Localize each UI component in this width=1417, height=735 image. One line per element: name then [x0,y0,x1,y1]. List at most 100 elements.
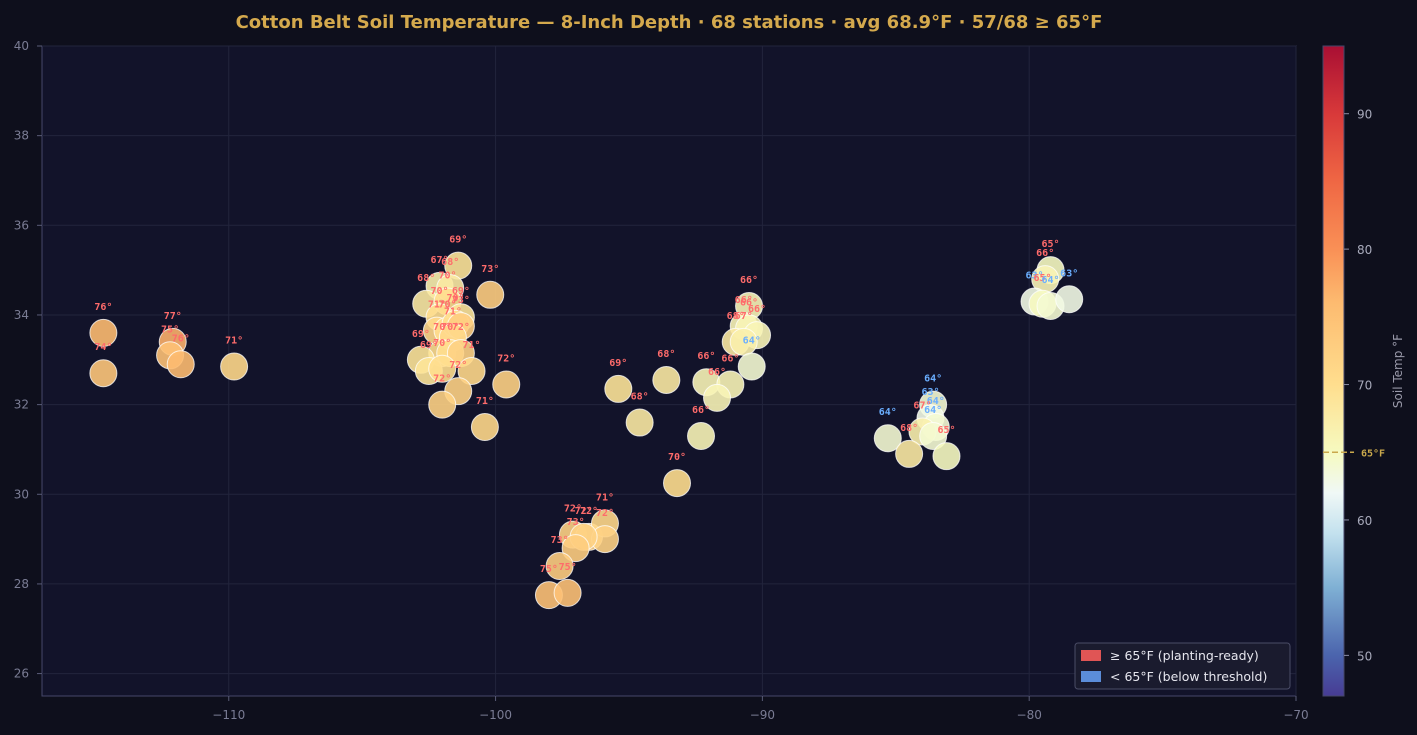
station-temp-label: 68° [900,423,918,434]
legend-swatch-ready [1081,650,1101,661]
station-temp-label: 75° [161,324,179,335]
station-temp-label: 72° [449,360,467,371]
colorbar: 50 60 70 80 90 65°F Soil Temp °F [1322,45,1405,697]
station-temp-label: 71° [428,300,446,311]
station-temp-label: 68° [441,257,459,268]
station-temp-label: 72° [433,374,451,385]
station-point [895,439,924,468]
station-point [625,408,654,437]
station-temp-label: 72° [580,506,598,517]
station-point [687,422,716,450]
station-temp-label: 71° [476,396,494,407]
station-temp-label: 70° [433,338,451,349]
y-tick-label: 40 [14,39,29,53]
station-temp-label: 71° [444,306,462,317]
station-temp-label: 73° [567,517,585,528]
station-temp-label: 75° [559,562,577,573]
colorbar-gradient [1322,45,1345,697]
station-temp-label: 74° [94,342,112,353]
station-point [89,359,118,388]
station-temp-label: 66° [748,304,766,315]
station-points [89,251,1084,610]
station-temp-label: 69° [452,286,470,297]
colorbar-label: Soil Temp °F [1391,334,1405,408]
station-point [492,370,521,399]
colorbar-tick-label: 60 [1357,514,1372,528]
station-temp-label: 70° [439,271,457,282]
station-temp-label: 70° [447,293,465,304]
station-temp-label: 66° [708,367,726,378]
legend-swatch-below [1081,671,1101,682]
station-temp-label: 68° [631,392,649,403]
station-temp-label: 70° [439,300,457,311]
station-temp-label: 73° [551,535,569,546]
station-temp-label: 66° [721,353,739,364]
station-temp-label: 73° [452,295,470,306]
station-temp-label: 72° [564,504,582,515]
station-temp-label: 76° [172,333,190,344]
colorbar-ticks: 50 60 70 80 90 [1344,108,1372,663]
station-point [561,534,590,563]
station-temp-label: 72° [452,322,470,333]
colorbar-tick-label: 80 [1357,243,1372,257]
station-point [703,383,732,412]
station-point [166,350,195,379]
x-tick-label: −100 [479,708,512,722]
x-tick-label: −80 [1017,708,1042,722]
station-point [428,354,457,383]
station-temp-label: 63° [1025,271,1043,282]
y-axis: 26 28 30 32 34 36 38 40 [14,39,42,681]
station-temp-label: 67° [735,311,753,322]
y-tick-label: 30 [14,487,29,501]
station-point [457,357,486,385]
station-temp-label: 67° [431,255,449,266]
station-temp-label: 66° [692,405,710,416]
station-point [737,352,766,381]
station-temp-label: 64° [924,374,942,385]
station-temp-label: 65° [1034,273,1052,284]
y-tick-label: 36 [14,218,29,232]
station-temp-label: 75° [540,564,558,575]
station-temp-label: 71° [463,340,481,351]
station-temp-label: 66° [740,275,758,286]
station-temp-label: 66° [735,295,753,306]
station-point [476,280,505,309]
colorbar-tick-label: 90 [1357,108,1372,122]
station-temp-label: 71° [596,492,614,503]
station-point [604,374,633,403]
station-temp-label: 66° [740,297,758,308]
station-point [553,578,582,607]
station-temp-label: 72° [575,506,593,517]
station-point [220,352,249,381]
station-temp-label: 76° [94,302,112,313]
colorbar-tick-label: 50 [1357,649,1372,663]
station-point [663,469,692,498]
station-temp-label: 72° [497,353,515,364]
station-temp-label: 65° [1042,239,1060,250]
y-tick-label: 38 [14,129,29,143]
station-temp-label: 69° [449,235,467,246]
station-temp-label: 73° [481,264,499,275]
x-tick-label: −70 [1283,708,1308,722]
station-temp-label: 70° [431,286,449,297]
y-tick-label: 28 [14,577,29,591]
x-tick-label: −110 [212,708,245,722]
station-point [919,422,948,450]
station-temp-label: 70° [441,322,459,333]
station-temp-label: 71° [225,336,243,347]
station-point [470,413,499,442]
station-point [545,552,574,580]
station-temp-label: 68° [417,273,435,284]
chart-title: Cotton Belt Soil Temperature — 8-Inch De… [236,12,1103,33]
x-tick-label: −90 [750,708,775,722]
legend-box [1074,642,1291,690]
station-temp-label: 68° [727,311,745,322]
station-point [932,442,961,471]
station-temp-label: 66° [697,351,715,362]
y-tick-label: 34 [14,308,29,322]
station-temp-label: 70° [433,322,451,333]
y-tick-label: 32 [14,398,29,412]
legend-label-below: < 65°F (below threshold) [1110,669,1267,684]
station-point [873,424,902,453]
